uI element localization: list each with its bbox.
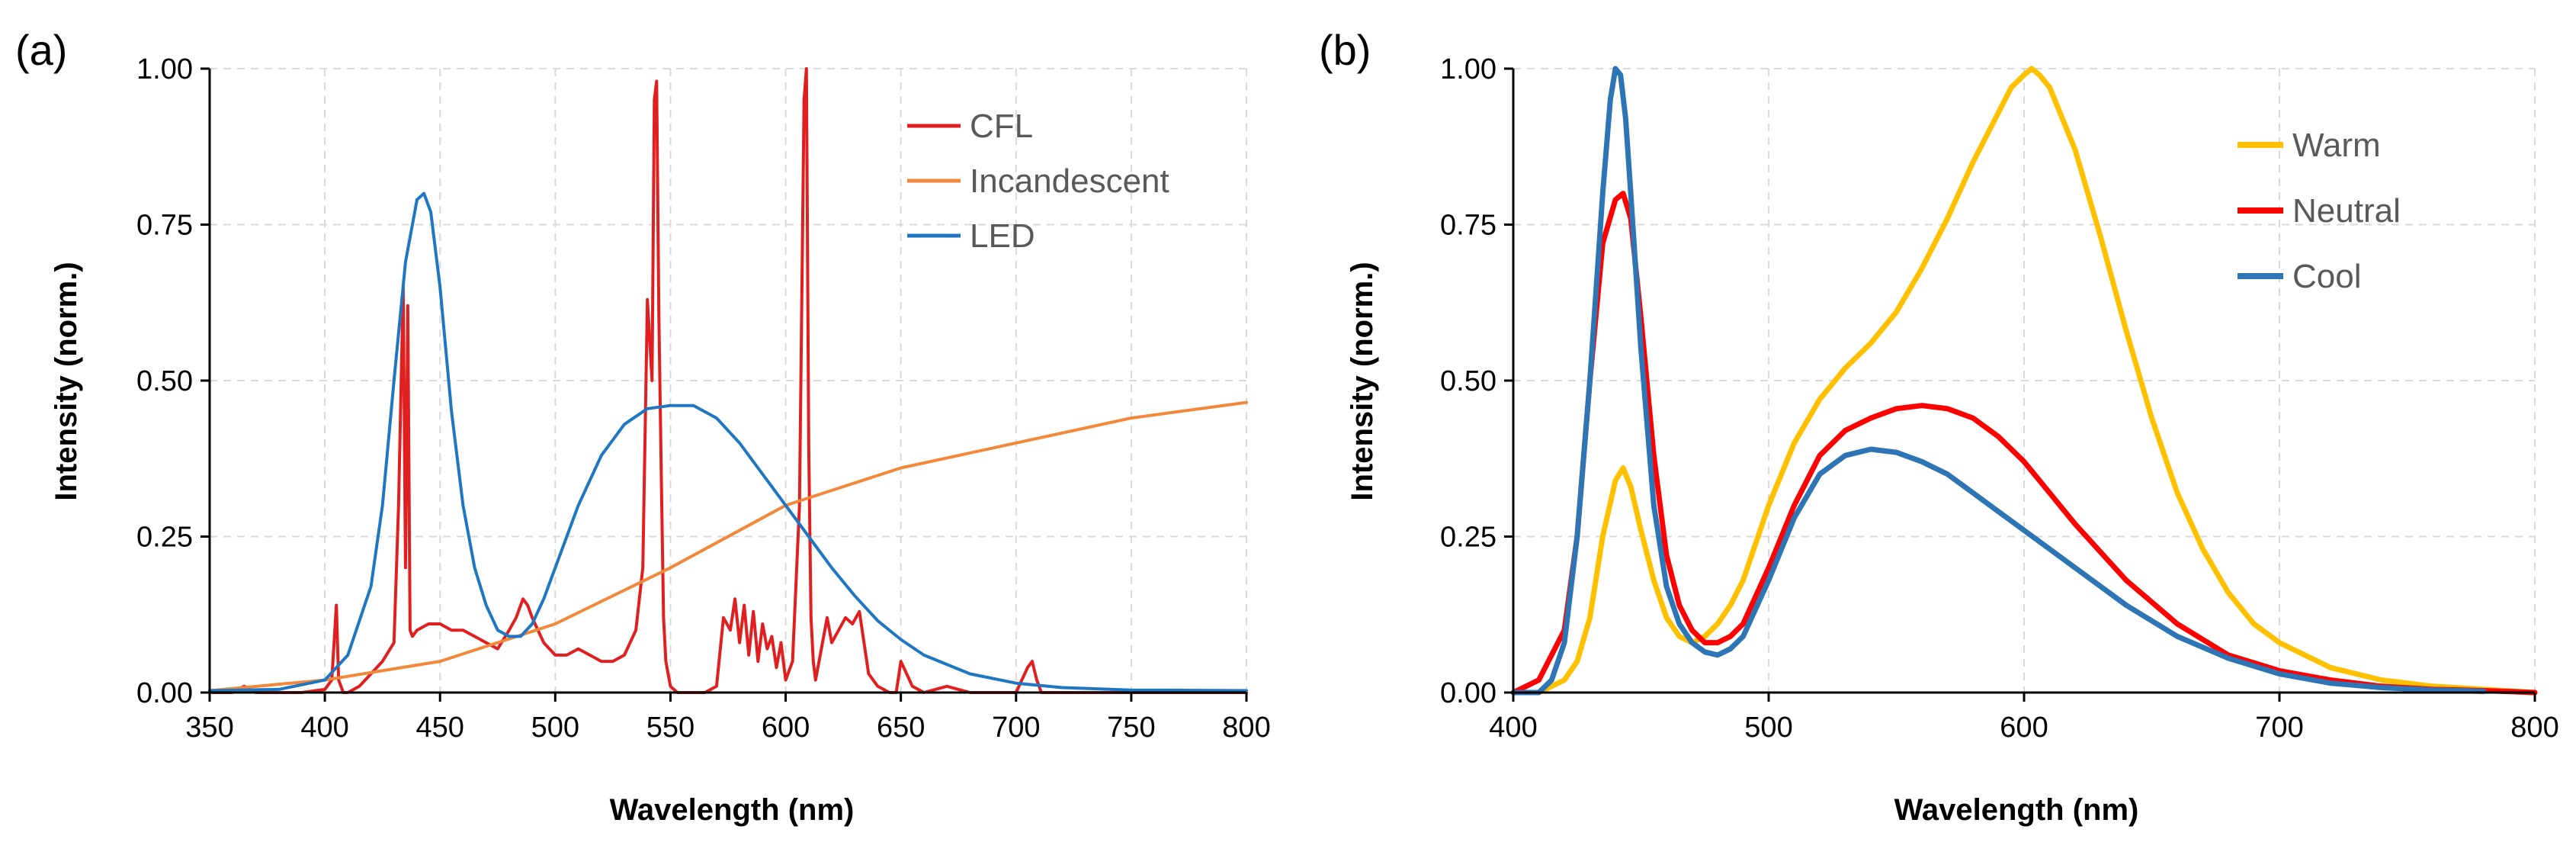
x-tick-label: 700 xyxy=(2255,712,2303,744)
x-tick-label: 700 xyxy=(992,712,1040,744)
y-tick-label: 1.00 xyxy=(1440,53,1497,85)
panel-a-series xyxy=(208,67,1248,694)
x-tick-label: 400 xyxy=(300,712,348,744)
x-tick-label: 500 xyxy=(531,712,579,744)
panel-b-y-axis-title: Intensity (norm.) xyxy=(1346,262,1379,500)
y-tick-label: 0.50 xyxy=(136,365,193,397)
y-tick-label: 0.00 xyxy=(136,677,193,709)
x-tick-label: 600 xyxy=(2000,712,2048,744)
x-tick-label: 800 xyxy=(1222,712,1270,744)
panel-b-series xyxy=(1510,66,2538,696)
legend-label-incandescent: Incandescent xyxy=(970,162,1169,200)
y-tick-label: 0.50 xyxy=(1440,365,1497,397)
panel-a-axes xyxy=(200,67,1248,702)
panel-a-legend: CFL Incandescent LED xyxy=(907,108,1169,255)
panel-a-y-tick-labels: 0.00 0.25 0.50 0.75 1.00 xyxy=(136,53,193,709)
panel-b-x-axis-title: Wavelength (nm) xyxy=(1894,793,2139,827)
panel-a: (a) 350 400 450 500 550 600 650 700 750 800 0.000… xyxy=(15,26,1271,827)
x-tick-label: 400 xyxy=(1489,712,1537,744)
x-tick-label: 550 xyxy=(646,712,695,744)
panel-b-x-tick-labels: 400 500 600 700 800 xyxy=(1489,712,2558,744)
y-tick-label: 0.25 xyxy=(136,522,193,554)
x-tick-label: 500 xyxy=(1744,712,1792,744)
x-tick-label: 350 xyxy=(185,712,233,744)
panel-b-y-tick-labels: 0.00 0.25 0.50 0.75 1.00 xyxy=(1440,53,1497,709)
panel-a-y-axis-title: Intensity (norm.) xyxy=(50,262,83,500)
series-line-led xyxy=(208,191,1248,693)
x-tick-label: 750 xyxy=(1107,712,1155,744)
y-tick-label: 0.00 xyxy=(1440,677,1497,709)
panel-b-label: (b) xyxy=(1319,26,1371,74)
panel-a-x-axis-title: Wavelength (nm) xyxy=(610,793,855,827)
legend-label-warm: Warm xyxy=(2292,127,2381,164)
panel-a-label: (a) xyxy=(15,26,67,74)
series-line-incandescent xyxy=(208,400,1248,693)
legend-label-cfl: CFL xyxy=(970,108,1033,145)
panel-b-axes xyxy=(1504,67,2536,702)
series-line-cool xyxy=(1510,66,2487,696)
x-tick-label: 600 xyxy=(762,712,810,744)
y-tick-label: 0.75 xyxy=(1440,210,1497,242)
panel-a-x-tick-labels: 350 400 450 500 550 600 650 700 750 800 xyxy=(185,712,1270,744)
panel-b: (b) 400 500 600 700 800 0.00 0.25 0.50 0.75 1.00… xyxy=(1319,26,2559,827)
y-tick-label: 0.25 xyxy=(1440,522,1497,554)
legend-label-cool: Cool xyxy=(2292,258,2362,295)
y-tick-label: 1.00 xyxy=(136,53,193,85)
legend-label-led: LED xyxy=(970,217,1035,255)
panel-b-grid xyxy=(1513,68,2536,693)
legend-label-neutral: Neutral xyxy=(2292,192,2401,230)
series-line-warm xyxy=(1510,66,2538,696)
series-line-cfl xyxy=(208,67,1248,694)
x-tick-label: 800 xyxy=(2510,712,2558,744)
panel-b-legend: Warm Neutral Cool xyxy=(2238,127,2401,295)
x-tick-label: 450 xyxy=(416,712,464,744)
y-tick-label: 0.75 xyxy=(136,210,193,242)
series-line-neutral xyxy=(1510,191,2538,696)
x-tick-label: 650 xyxy=(877,712,925,744)
